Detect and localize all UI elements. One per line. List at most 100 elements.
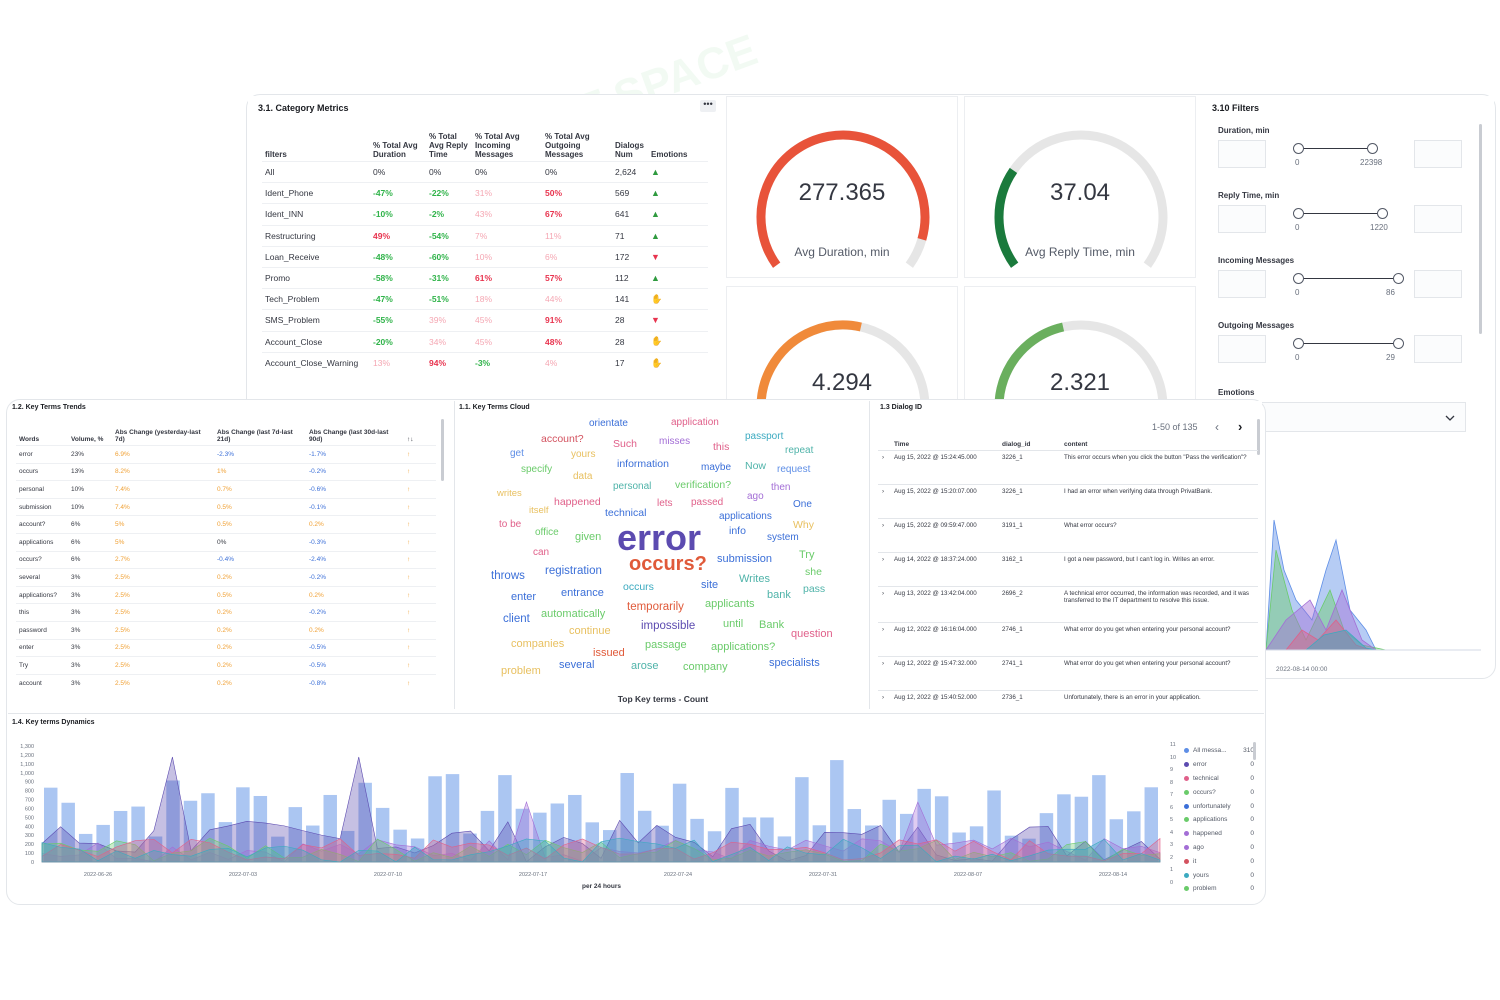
legend-item[interactable]: applications 0 [1184, 813, 1254, 827]
col-header[interactable]: filters [265, 150, 287, 159]
cloud-word[interactable]: enter [511, 591, 537, 603]
scrollbar[interactable] [1257, 419, 1260, 455]
cloud-word[interactable]: issued [593, 647, 625, 659]
cloud-word[interactable]: arose [631, 660, 659, 672]
cloud-word[interactable]: bank [767, 589, 791, 601]
legend-item[interactable]: All messa... 310 [1184, 744, 1254, 758]
legend-item[interactable]: yours 0 [1184, 868, 1254, 882]
cloud-word[interactable]: maybe [701, 462, 732, 473]
slider-handle[interactable] [1367, 143, 1378, 154]
cloud-word[interactable]: happened [554, 496, 601, 508]
table-row[interactable]: occurs 13% 8.2% 1% -0.2% ↑ [16, 462, 436, 481]
cloud-word[interactable]: given [575, 531, 602, 543]
cloud-word[interactable]: question [791, 628, 833, 640]
cloud-word[interactable]: passage [645, 639, 687, 651]
cloud-word[interactable]: registration [545, 565, 602, 577]
cloud-word[interactable]: applications? [711, 641, 776, 653]
cloud-word[interactable]: applicants [705, 598, 755, 610]
table-row[interactable]: enter 3% 2.5% 0.2% -0.5% ↑ [16, 638, 436, 657]
expand-chevron-icon[interactable]: › [878, 518, 890, 553]
cloud-word[interactable]: itself [529, 505, 549, 516]
cloud-word[interactable]: One [793, 499, 812, 510]
filter-min-input[interactable] [1218, 140, 1266, 168]
scrollbar[interactable] [1479, 124, 1482, 334]
slider-handle[interactable] [1393, 338, 1404, 349]
cloud-word[interactable]: misses [659, 436, 691, 447]
table-row[interactable]: › Aug 13, 2022 @ 13:42:04.000 2696_2 A tech… [878, 586, 1258, 623]
col-header-content[interactable]: content [1064, 441, 1088, 448]
cloud-word[interactable]: several [559, 659, 595, 671]
cloud-word[interactable]: repeat [785, 445, 814, 456]
expand-chevron-icon[interactable]: › [878, 484, 890, 519]
slider-track[interactable] [1298, 148, 1372, 149]
table-row[interactable]: applications? 3% 2.5% 0.5% 0.2% ↑ [16, 585, 436, 604]
table-row[interactable]: Account_Close -20% 34% 45% 48% 28 ✋ [262, 330, 708, 353]
cloud-word[interactable]: system [767, 532, 799, 543]
cloud-word[interactable]: yours [571, 449, 596, 460]
col-header[interactable]: Volume, % [71, 436, 104, 443]
table-row[interactable]: account? 6% 5% 0.5% 0.2% ↑ [16, 515, 436, 534]
cloud-word[interactable]: Such [613, 438, 637, 450]
legend-item[interactable]: it 0 [1184, 854, 1254, 868]
table-row[interactable]: Promo -58% -31% 61% 57% 112 ▲ [262, 266, 708, 289]
filter-min-input[interactable] [1218, 205, 1266, 233]
slider-handle[interactable] [1393, 273, 1404, 284]
cloud-word[interactable]: lets [657, 498, 673, 509]
col-header[interactable]: % Total Avg Incoming Messages [475, 132, 520, 159]
cloud-word[interactable]: occurs? [629, 553, 707, 575]
cloud-word[interactable]: continue [569, 625, 611, 637]
cloud-word[interactable]: Writes [739, 573, 770, 585]
cloud-word[interactable]: temporarily [627, 601, 684, 613]
cloud-word[interactable]: pass [803, 583, 826, 595]
expand-chevron-icon[interactable]: › [878, 552, 890, 587]
cloud-word[interactable]: passport [745, 431, 784, 442]
col-header[interactable]: Words [19, 436, 40, 443]
slider-handle[interactable] [1377, 208, 1388, 219]
table-row[interactable]: › Aug 12, 2022 @ 15:47:32.000 2741_1 What e… [878, 656, 1258, 691]
table-row[interactable]: Try 3% 2.5% 0.2% -0.5% ↑ [16, 656, 436, 675]
table-row[interactable]: Ident_INN -10% -2% 43% 67% 641 ▲ [262, 203, 708, 226]
col-header[interactable]: Abs Change (last 30d-last 90d) [309, 429, 389, 443]
cloud-word[interactable]: submission [717, 553, 773, 565]
legend-item[interactable]: occurs? 0 [1184, 785, 1254, 799]
col-header[interactable]: Abs Change (last 7d-last 21d) [217, 429, 293, 443]
legend-item[interactable]: unfortunately 0 [1184, 799, 1254, 813]
expand-chevron-icon[interactable]: › [878, 586, 890, 623]
filter-max-input[interactable] [1414, 140, 1462, 168]
scrollbar[interactable] [1253, 742, 1256, 760]
table-row[interactable]: › Aug 15, 2022 @ 09:59:47.000 3191_1 What e… [878, 518, 1258, 553]
col-header-dialog-id[interactable]: dialog_id [1002, 441, 1031, 448]
cloud-word[interactable]: can [533, 547, 550, 558]
table-row[interactable]: personal 10% 7.4% 0.7% -0.6% ↑ [16, 480, 436, 499]
cloud-word[interactable]: orientate [589, 418, 628, 429]
chevron-left-icon[interactable]: ‹ [1215, 420, 1219, 434]
cloud-word[interactable]: company [683, 661, 728, 673]
cloud-word[interactable]: impossible [641, 620, 696, 632]
cloud-word[interactable]: applications [719, 511, 772, 522]
cloud-word[interactable]: get [510, 448, 524, 459]
col-header[interactable]: % Total Avg Reply Time [429, 132, 468, 159]
cloud-word[interactable]: request [777, 464, 811, 475]
cloud-word[interactable]: site [701, 579, 719, 591]
cloud-word[interactable]: automatically [541, 608, 606, 620]
table-row[interactable]: this 3% 2.5% 0.2% -0.2% ↑ [16, 603, 436, 622]
cloud-word[interactable]: to be [499, 519, 522, 530]
table-row[interactable]: › Aug 15, 2022 @ 15:20:07.000 3226_1 I had … [878, 484, 1258, 519]
table-row[interactable]: › Aug 14, 2022 @ 18:37:24.000 3162_1 I got … [878, 552, 1258, 587]
col-header-time[interactable]: Time [894, 441, 910, 448]
legend-item[interactable]: error 0 [1184, 758, 1254, 772]
table-row[interactable]: SMS_Problem -55% 39% 45% 91% 28 ▼ [262, 309, 708, 331]
col-header[interactable]: Emotions [651, 150, 688, 159]
cloud-word[interactable]: account? [541, 433, 584, 445]
expand-chevron-icon[interactable]: › [878, 690, 890, 725]
table-row[interactable]: Restructuring 49% -54% 7% 11% 71 ▲ [262, 224, 708, 247]
cloud-word[interactable]: verification? [675, 479, 732, 491]
expand-chevron-icon[interactable]: › [878, 656, 890, 691]
slider-handle[interactable] [1293, 143, 1304, 154]
cloud-word[interactable]: personal [613, 481, 652, 492]
col-header[interactable]: % Total Avg Duration [373, 141, 418, 159]
cloud-word[interactable]: info [729, 525, 746, 537]
filter-min-input[interactable] [1218, 335, 1266, 363]
cloud-word[interactable]: passed [691, 497, 724, 508]
legend-item[interactable]: ago 0 [1184, 841, 1254, 855]
